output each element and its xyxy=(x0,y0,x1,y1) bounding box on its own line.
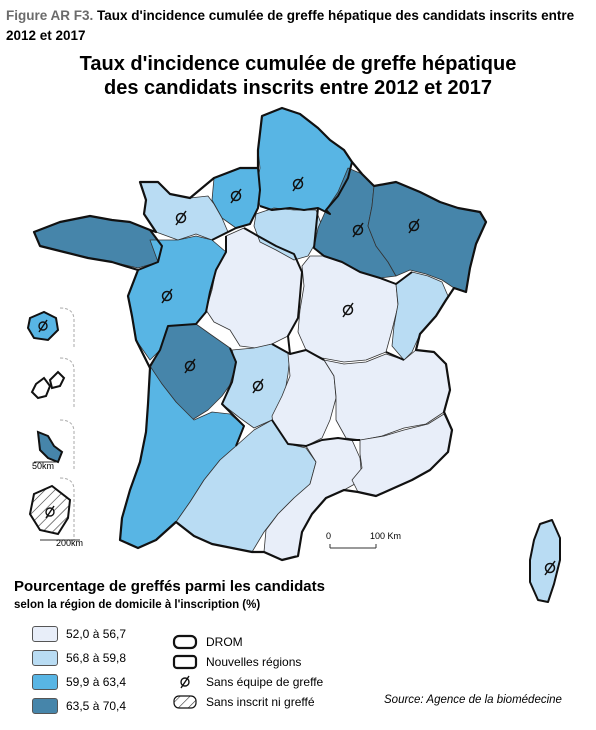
new-region-symbol-icon xyxy=(172,654,198,670)
inset-reunion xyxy=(26,310,60,342)
legend-swatch-1 xyxy=(32,626,58,642)
marker-poitou xyxy=(184,358,196,374)
region-franche-comte xyxy=(391,271,449,361)
corse-outline xyxy=(529,519,561,603)
inset-guadeloupe xyxy=(30,370,66,400)
map-title-line1: Taux d'incidence cumulée de greffe hépat… xyxy=(79,53,517,75)
legend-class-3-label: 59,9 à 63,4 xyxy=(66,675,127,689)
legend-no-registrant-label: Sans inscrit ni greffé xyxy=(206,695,315,709)
scale-start-label: 0 xyxy=(326,531,332,541)
marker-normandie-west xyxy=(175,210,187,226)
figure-caption-text: Taux d'incidence cumulée de greffe hépat… xyxy=(6,8,575,43)
marker-normandie-east xyxy=(230,188,242,204)
marker-champagne xyxy=(352,222,364,238)
legend-swatch-4 xyxy=(32,698,58,714)
marker-bourgogne xyxy=(342,302,354,318)
no-transplant-team-markers xyxy=(161,176,556,576)
france-outline xyxy=(32,106,488,562)
legend-swatch-2 xyxy=(32,650,58,666)
marker-corse xyxy=(544,560,556,576)
map-title-line2: des candidats inscrits entre 2012 et 201… xyxy=(104,77,492,99)
source-note: Source: Agence de la biomédecine xyxy=(384,694,562,706)
figure-caption: Figure AR F3. Taux d'incidence cumulée d… xyxy=(6,6,586,46)
region-ile-de-france xyxy=(253,207,323,261)
hatch-symbol-icon xyxy=(173,695,197,709)
legend-class-2-label: 56,8 à 59,8 xyxy=(66,651,127,665)
drom-insets xyxy=(26,307,80,541)
marker-bretagne-pdl xyxy=(161,288,173,304)
inset-guyane xyxy=(28,484,72,536)
drom-symbol-icon xyxy=(172,634,198,650)
legend-swatch-3 xyxy=(32,674,58,690)
legend-drom-label: DROM xyxy=(206,635,243,649)
legend-class-1-label: 52,0 à 56,7 xyxy=(66,627,127,641)
empty-set-icon xyxy=(180,675,190,689)
scale-bar xyxy=(329,544,377,549)
legend-subtitle: selon la région de domicile à l'inscript… xyxy=(14,599,261,611)
inset-scale-small: 50km xyxy=(32,461,55,471)
legend-new-regions-label: Nouvelles régions xyxy=(206,655,302,669)
inset-martinique xyxy=(36,430,64,464)
inset-separator-3 xyxy=(59,419,75,470)
new-region-boundaries xyxy=(137,161,413,447)
marker-picardie xyxy=(292,176,304,192)
marker-limousin xyxy=(252,378,264,394)
legend-class-4-label: 63,5 à 70,4 xyxy=(66,699,127,713)
figure-label: Figure AR F3. xyxy=(6,8,94,23)
map-title: Taux d'incidence cumulée de greffe hépat… xyxy=(0,52,596,100)
marker-lorraine xyxy=(408,218,420,234)
inset-separator-4 xyxy=(59,477,75,540)
legend-title: Pourcentage de greffés parmi les candida… xyxy=(14,578,325,595)
legend-no-team-label: Sans équipe de greffe xyxy=(206,675,324,689)
inset-separator-1 xyxy=(59,307,75,348)
inset-scale-large: 200km xyxy=(56,538,84,548)
inset-separator-2 xyxy=(59,357,75,408)
scale-end-label: 100 Km xyxy=(370,531,402,541)
